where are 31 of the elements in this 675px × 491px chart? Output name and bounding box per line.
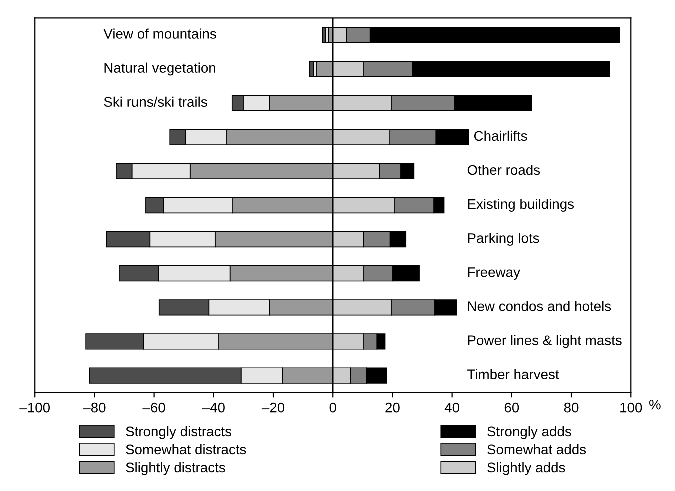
y-tick-label: Existing buildings (468, 199, 574, 212)
y-tick-label: New condos and hotels (468, 301, 612, 312)
legend-label: Slightly distracts (126, 462, 226, 476)
y-tick-label: Parking lots (468, 233, 540, 246)
y-tick-label: View of mountains (104, 28, 216, 39)
y-tick-label: Other roads (468, 164, 540, 176)
legend-label: Somewhat distracts (126, 444, 246, 455)
y-tick-label: Timber harvest (468, 369, 560, 380)
bar (309, 61, 314, 78)
x-tick-label: 60 (504, 402, 520, 413)
x-tick-label: 40 (444, 402, 460, 413)
x-tick-label: –20 (262, 402, 285, 413)
legend-label: Strongly distracts (126, 426, 232, 440)
x-tick-label: –40 (202, 402, 225, 413)
bar (322, 27, 326, 44)
x-tick-label: 100 (620, 402, 642, 413)
x-axis-title: % (650, 400, 661, 410)
x-tick-label: –60 (142, 402, 166, 413)
y-tick-label: Natural vegetation (104, 62, 216, 76)
y-tick-label: Power lines & light masts (468, 335, 622, 348)
legend-label: Strongly adds (488, 426, 572, 440)
x-tick-label: 80 (564, 402, 579, 413)
legend-label: Somewhat adds (488, 444, 586, 455)
x-tick-label: –80 (83, 402, 106, 413)
y-tick-label: Chairlifts (474, 130, 528, 142)
x-tick-label: 0 (330, 402, 336, 413)
y-tick-label: Ski runs/ski trails (104, 96, 208, 108)
x-tick-label: 20 (386, 402, 400, 413)
legend-label: Slightly adds (488, 462, 566, 476)
x-tick-label: –100 (20, 402, 50, 413)
y-tick-label: Freeway (468, 268, 520, 280)
